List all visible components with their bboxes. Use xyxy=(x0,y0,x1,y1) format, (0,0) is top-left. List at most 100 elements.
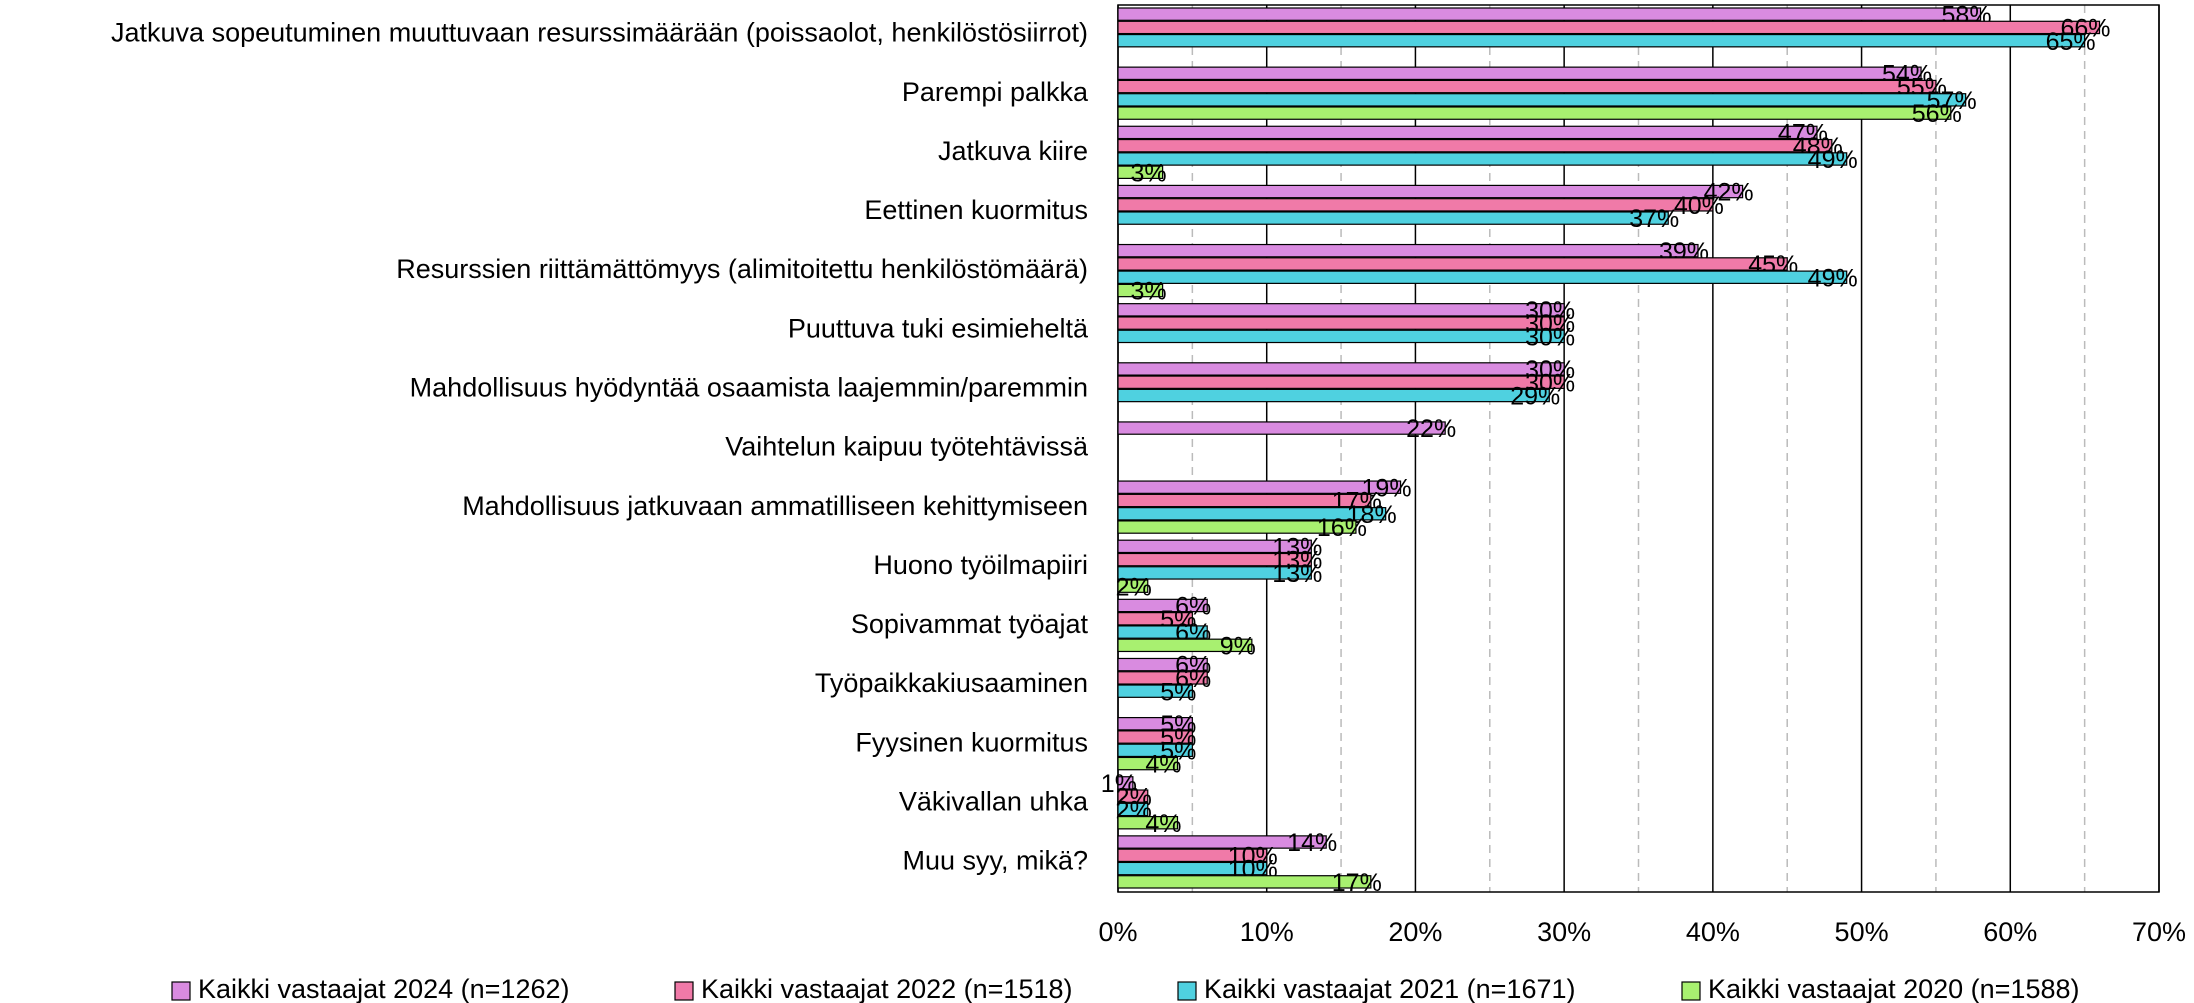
bar xyxy=(1117,480,1402,494)
value-label: 4% xyxy=(1145,810,1181,838)
legend-label: Kaikki vastaajat 2022 (n=1518) xyxy=(701,974,1073,1003)
category-label: Resurssien riittämättömyys (alimitoitett… xyxy=(396,254,1088,284)
value-label: 14% xyxy=(1287,829,1337,857)
bar xyxy=(1117,329,1565,344)
x-tick-label: 0% xyxy=(1098,917,1137,947)
value-label: 29% xyxy=(1510,383,1560,411)
bar xyxy=(1117,283,1164,298)
bar xyxy=(1117,211,1669,225)
value-label: 30% xyxy=(1525,323,1575,351)
x-tick-label: 60% xyxy=(1983,917,2037,947)
bar xyxy=(1117,539,1312,554)
value-label: 3% xyxy=(1131,159,1167,187)
bar xyxy=(1117,93,1967,107)
bar xyxy=(1117,493,1372,508)
bar xyxy=(1117,598,1208,613)
bar xyxy=(1117,257,1788,271)
value-label: 5% xyxy=(1160,678,1196,706)
category-label: Huono työilmapiiri xyxy=(873,550,1088,580)
category-label: Muu syy, mikä? xyxy=(902,846,1088,876)
bar xyxy=(1117,566,1312,580)
bar xyxy=(1117,815,1179,830)
x-tick-label: 30% xyxy=(1537,917,1591,947)
bar xyxy=(1117,20,2101,35)
legend-swatch xyxy=(1177,981,1197,1001)
value-label: 17% xyxy=(1332,869,1382,897)
bar xyxy=(1117,270,1848,284)
bar xyxy=(1117,756,1179,771)
bar xyxy=(1117,716,1193,731)
bar xyxy=(1117,507,1387,521)
value-label: 40% xyxy=(1674,192,1724,220)
category-label: Mahdollisuus jatkuvaan ammatilliseen keh… xyxy=(462,491,1088,521)
bar xyxy=(1117,66,1922,81)
value-label: 49% xyxy=(1808,264,1858,292)
category-label: Eettinen kuormitus xyxy=(864,195,1088,225)
legend-label: Kaikki vastaajat 2020 (n=1588) xyxy=(1708,974,2080,1003)
bar xyxy=(1117,848,1268,863)
bar xyxy=(1117,776,1134,790)
x-tick-label: 50% xyxy=(1835,917,1889,947)
bar xyxy=(1117,362,1565,376)
category-label: Väkivallan uhka xyxy=(899,786,1089,816)
bar xyxy=(1117,106,1952,120)
category-label: Fyysinen kuormitus xyxy=(855,727,1088,757)
value-label: 49% xyxy=(1808,146,1858,174)
bar xyxy=(1117,520,1357,534)
bar xyxy=(1117,165,1164,180)
value-label: 16% xyxy=(1317,514,1367,542)
bar xyxy=(1117,198,1714,212)
category-label: Jatkuva kiire xyxy=(938,136,1088,166)
bar xyxy=(1117,316,1565,330)
bar xyxy=(1117,421,1446,435)
bar xyxy=(1117,125,1818,140)
bar xyxy=(1117,612,1193,626)
x-tick-label: 40% xyxy=(1686,917,1740,947)
bar xyxy=(1117,388,1550,403)
legend-label: Kaikki vastaajat 2021 (n=1671) xyxy=(1204,974,1576,1003)
bar xyxy=(1117,243,1699,258)
bar xyxy=(1117,835,1327,849)
bar xyxy=(1117,184,1744,199)
value-label: 37% xyxy=(1629,205,1679,233)
category-label: Mahdollisuus hyödyntää osaamista laajemm… xyxy=(410,372,1088,402)
bar xyxy=(1117,7,1982,21)
bar xyxy=(1117,552,1312,567)
legend-label: Kaikki vastaajat 2024 (n=1262) xyxy=(198,974,570,1003)
category-label: Työpaikkakiusaaminen xyxy=(815,668,1088,698)
bar xyxy=(1117,802,1149,817)
bar xyxy=(1117,657,1208,672)
bar xyxy=(1117,743,1193,758)
x-tick-label: 70% xyxy=(2132,917,2186,947)
value-label: 22% xyxy=(1406,415,1456,443)
x-tick-label: 20% xyxy=(1388,917,1442,947)
category-label: Sopivammat työajat xyxy=(851,609,1089,639)
value-label: 9% xyxy=(1220,632,1256,660)
bar xyxy=(1117,730,1193,744)
bar xyxy=(1117,375,1565,389)
bar xyxy=(1117,579,1149,593)
bar xyxy=(1117,861,1268,876)
legend-swatch xyxy=(1681,981,1701,1001)
value-label: 3% xyxy=(1131,278,1167,306)
bar xyxy=(1117,671,1208,685)
category-label: Parempi palkka xyxy=(902,77,1089,107)
x-tick-label: 10% xyxy=(1240,917,1294,947)
value-label: 4% xyxy=(1145,751,1181,779)
bar xyxy=(1117,152,1848,166)
bar xyxy=(1117,303,1565,317)
value-label: 13% xyxy=(1272,560,1322,588)
value-label: 2% xyxy=(1116,573,1152,601)
category-label: Vaihtelun kaipuu työtehtävissä xyxy=(725,432,1089,462)
legend-swatch xyxy=(674,981,694,1001)
value-label: 56% xyxy=(1912,100,1962,128)
bar xyxy=(1117,875,1372,889)
bar xyxy=(1117,138,1833,153)
value-label: 65% xyxy=(2046,28,2096,56)
bar xyxy=(1117,625,1208,639)
plot-frame xyxy=(1117,4,2160,893)
bar xyxy=(1117,789,1149,803)
legend-swatch xyxy=(171,981,191,1001)
bar xyxy=(1117,33,2086,48)
